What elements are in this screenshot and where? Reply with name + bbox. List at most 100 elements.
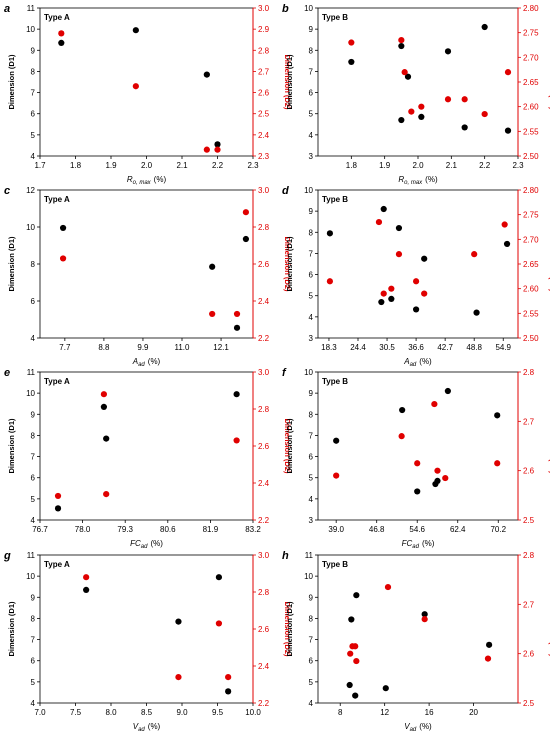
x-tick-label: 62.4: [450, 525, 466, 534]
d1-point: [414, 488, 421, 495]
x-tick-label: 30.5: [379, 343, 395, 352]
d1-point: [444, 387, 451, 395]
y-left-tick-label: 11: [305, 551, 314, 560]
x-tick-label: 76.7: [32, 525, 48, 534]
y-right-tick-label: 2.70: [523, 53, 539, 62]
x-tick-label: 36.6: [408, 343, 424, 352]
y-right-tick-label: 2.55: [523, 127, 539, 136]
d2-point: [347, 650, 354, 657]
type-label: Type B: [322, 377, 348, 386]
y-left-tick-label: 10: [304, 368, 313, 377]
x-tick-label: 54.6: [409, 525, 425, 534]
y-left-tick-label: 8: [309, 46, 314, 55]
plot-frame: [317, 371, 519, 521]
x-axis-title-sub: ad: [410, 362, 417, 368]
d1-point: [225, 688, 232, 695]
d2-point: [421, 616, 428, 623]
type-label: Type A: [44, 560, 70, 569]
y-left-tick-label: 8: [31, 431, 36, 440]
panel-b: 1.8 1.9 2.0 2.1 2.2 2.3 3 4 5 6 7 8 9 10 2.50 2.55 2.60 2…: [282, 3, 550, 186]
y-right-tick-label: 3.0: [258, 551, 270, 560]
x-tick-label: 1.8: [346, 161, 358, 170]
d2-point: [444, 96, 452, 103]
d2-point: [471, 251, 478, 258]
d2-point: [233, 437, 240, 444]
y-right-axis-title: Dimension (D2): [548, 54, 550, 110]
x-tick-label: 1.9: [379, 161, 391, 170]
y-left-tick-label: 10: [26, 223, 35, 232]
x-tick-label: 2.1: [446, 161, 458, 170]
x-axis-title: Aad (%): [403, 357, 432, 368]
y-left-tick-label: 6: [31, 657, 36, 666]
x-tick-label: 39.0: [328, 525, 344, 534]
y-left-tick-label: 8: [31, 614, 36, 623]
d1-point: [214, 141, 221, 148]
y-right-tick-label: 2.6: [258, 89, 270, 98]
y-left-tick-label: 11: [27, 368, 36, 377]
y-right-axis-title: Dimension (D2): [283, 54, 292, 110]
x-tick-label: 2.0: [412, 161, 424, 170]
d2-point: [215, 620, 223, 627]
x-axis-title-unit: (%): [425, 175, 438, 184]
x-axis-title-main: R: [398, 175, 404, 184]
y-left-tick-label: 7: [31, 89, 36, 98]
x-axis-title-sub: ad: [141, 544, 148, 550]
d1-point: [378, 298, 385, 306]
y-right-tick-label: 2.2: [258, 334, 270, 343]
d1-point: [494, 412, 501, 419]
panel-a: 1.7 1.8 1.9 2.0 2.1 2.2 2.3 4 5 6 7 8 9 10 11 2.3 2.4 2.5…: [4, 3, 292, 186]
d2-point: [412, 278, 420, 285]
y-right-tick-label: 2.5: [523, 699, 535, 708]
d2-point: [494, 460, 501, 467]
d1-point: [326, 230, 334, 237]
y-left-tick-label: 5: [309, 474, 314, 483]
x-tick-label: 8.5: [141, 708, 153, 717]
y-right-tick-label: 2.3: [258, 152, 270, 161]
y-left-tick-label: 9: [309, 389, 314, 398]
type-label: Type A: [44, 195, 70, 204]
y-right-tick-label: 2.7: [258, 67, 270, 76]
y-left-tick-label: 6: [309, 657, 314, 666]
x-tick-label: 2.3: [247, 161, 259, 170]
y-right-tick-label: 2.7: [523, 600, 535, 609]
y-left-tick-label: 3: [309, 334, 314, 343]
y-right-tick-label: 2.4: [258, 662, 270, 671]
panel-letter: e: [4, 367, 10, 379]
x-tick-label: 9.9: [137, 343, 149, 352]
y-left-tick-label: 4: [31, 334, 36, 343]
x-axis-title-main: FC: [402, 539, 413, 548]
y-left-axis-title: Dimension (D1): [285, 236, 294, 292]
d2-point: [83, 574, 90, 581]
x-axis-title-main: A: [132, 357, 138, 366]
y-right-tick-label: 2.60: [523, 103, 539, 112]
y-left-tick-label: 4: [31, 516, 36, 525]
x-axis-title-unit: (%): [148, 357, 161, 366]
x-axis-title-unit: (%): [419, 722, 432, 731]
y-right-tick-label: 3.0: [258, 186, 270, 195]
d1-point: [412, 306, 420, 313]
y-right-axis-title: Dimension (D2): [283, 418, 292, 474]
d1-point: [54, 505, 62, 512]
plot-frame: [317, 189, 519, 339]
y-left-tick-label: 6: [31, 297, 36, 306]
d2-point: [225, 674, 232, 681]
x-axis-title-unit: (%): [150, 539, 163, 548]
d2-point: [501, 221, 508, 228]
d2-point: [380, 290, 387, 297]
y-right-axis-title: Dimension (D2): [548, 236, 550, 292]
y-right-tick-label: 2.2: [258, 516, 270, 525]
y-left-axis-title: Dimension (D1): [285, 418, 294, 474]
y-right-tick-label: 2.8: [258, 405, 270, 414]
y-right-tick-label: 2.6: [258, 625, 270, 634]
d1-point: [333, 437, 340, 444]
x-axis-title-unit: (%): [154, 175, 167, 184]
x-tick-label: 7.0: [34, 708, 46, 717]
x-tick-label: 1.9: [105, 161, 117, 170]
x-tick-label: 2.2: [479, 161, 491, 170]
y-left-tick-label: 7: [31, 636, 36, 645]
plot-frame: [39, 7, 254, 157]
y-right-tick-label: 2.4: [258, 297, 270, 306]
x-tick-label: 1.7: [34, 161, 46, 170]
d1-point: [473, 309, 480, 316]
